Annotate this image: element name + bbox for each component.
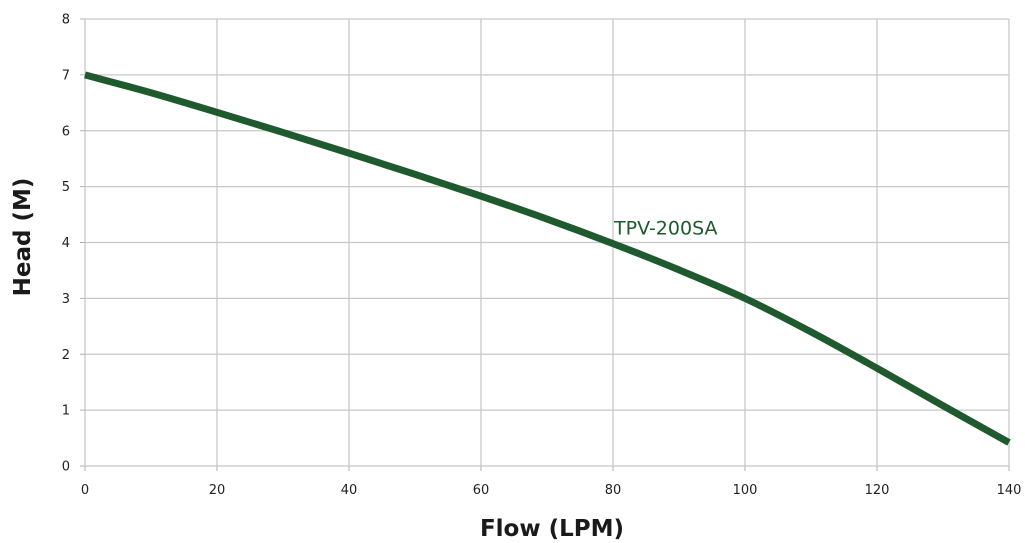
series-label: TPV-200SA [613, 218, 717, 240]
y-tick-label: 8 [62, 13, 70, 28]
x-tick-label: 140 [997, 483, 1022, 498]
y-tick-label: 1 [62, 404, 70, 419]
series-line-tpv-200sa [84, 71, 1011, 446]
x-tick-label: 60 [473, 483, 490, 498]
x-tick-label: 40 [341, 483, 358, 498]
x-tick-label: 80 [605, 483, 622, 498]
x-tick-label: 120 [865, 483, 890, 498]
series-layer [84, 71, 1011, 446]
annotations: TPV-200SA [613, 218, 717, 240]
tick-labels: 0 20 40 60 80 100 120 140 0 1 2 3 4 5 6 7 8 [62, 13, 1022, 499]
x-tick-label: 20 [209, 483, 226, 498]
grid [80, 18, 1010, 471]
y-tick-label: 6 [62, 124, 70, 139]
y-tick-label: 7 [62, 68, 70, 83]
x-axis-title: Flow (LPM) [480, 516, 624, 542]
y-tick-label: 2 [62, 348, 70, 363]
y-tick-label: 5 [62, 180, 70, 195]
y-axis-title: Head (M) [10, 178, 36, 297]
y-tick-label: 4 [62, 236, 70, 251]
y-tick-label: 3 [62, 292, 70, 307]
y-tick-label: 0 [62, 460, 70, 475]
x-tick-label: 0 [81, 483, 89, 498]
x-tick-label: 100 [733, 483, 758, 498]
